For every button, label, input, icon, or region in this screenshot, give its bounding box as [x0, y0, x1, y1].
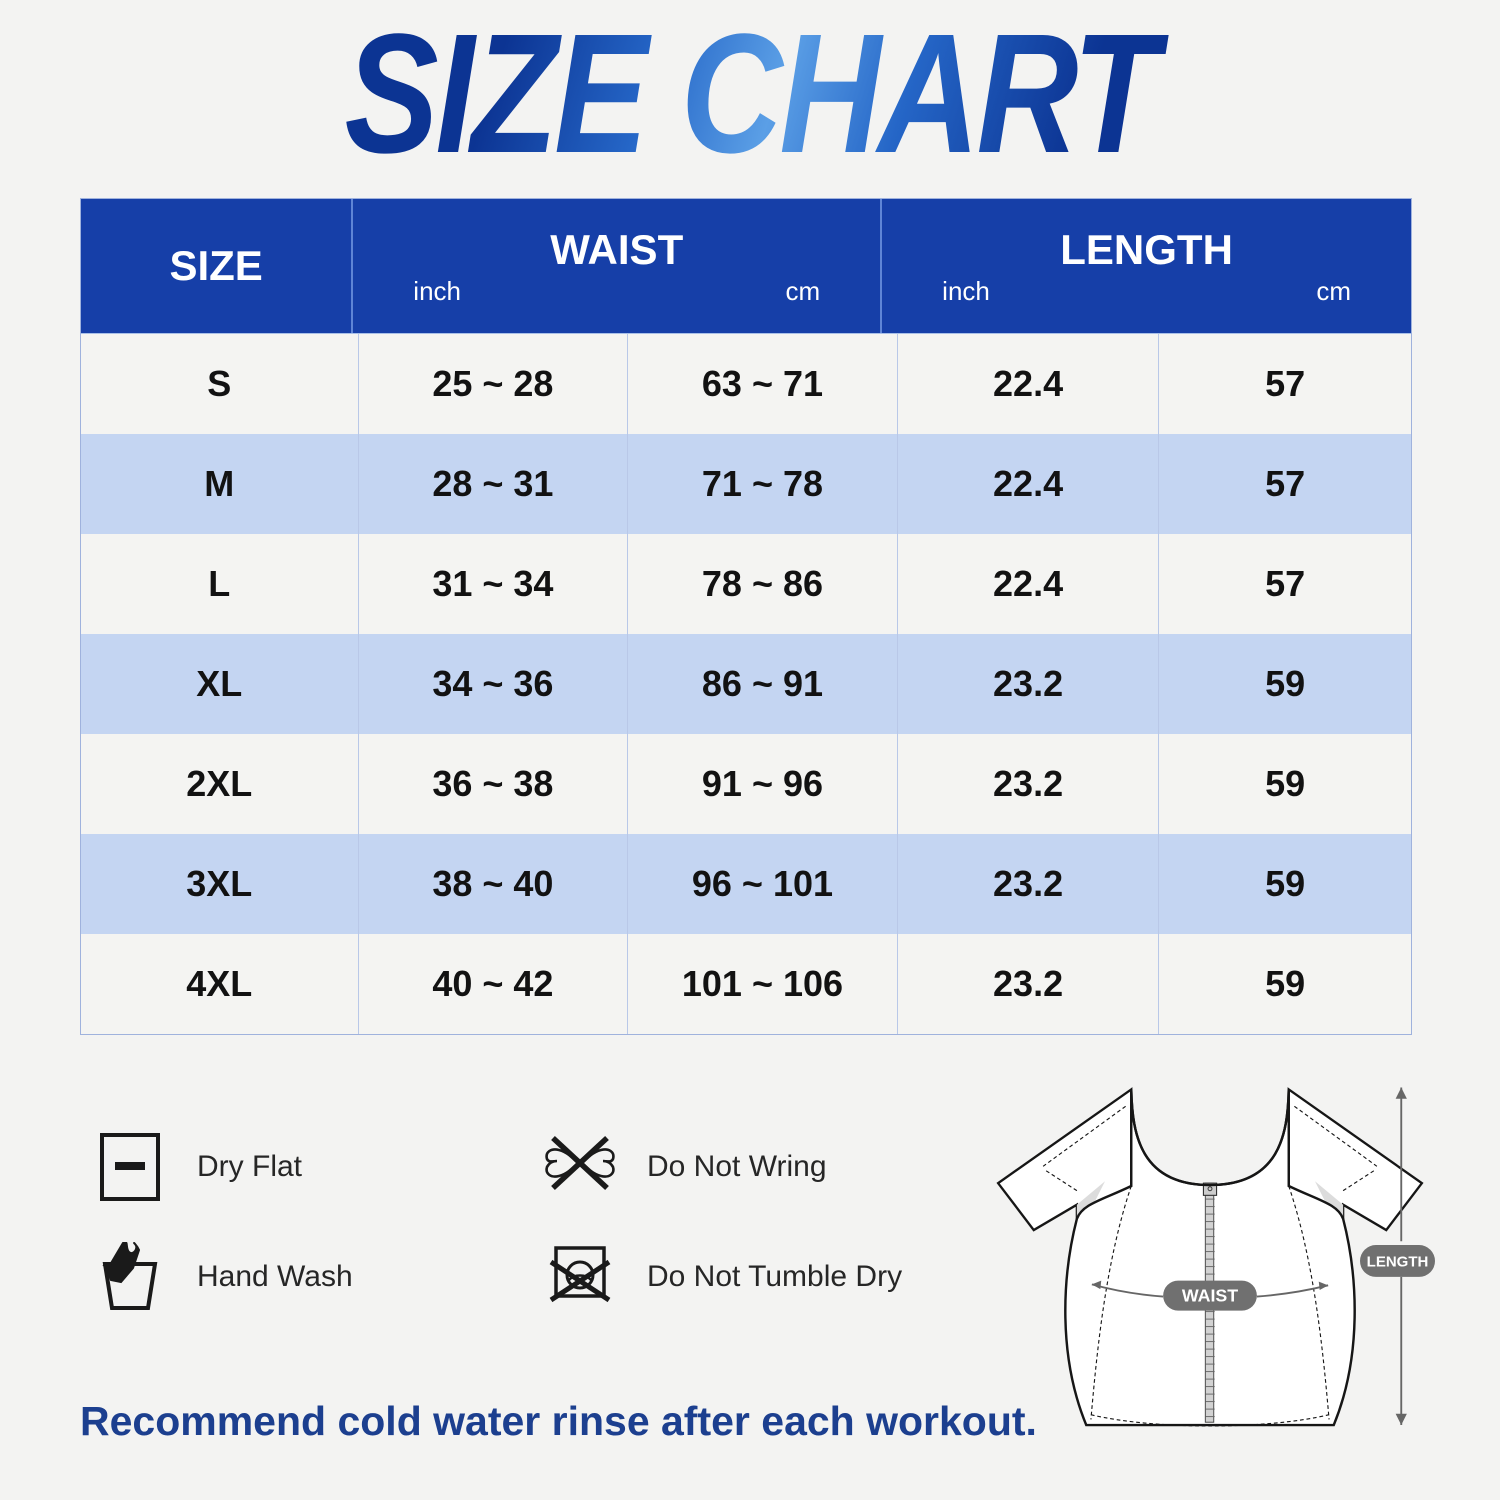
svg-text:LENGTH: LENGTH	[1367, 1254, 1429, 1271]
svg-text:WAIST: WAIST	[1182, 1285, 1238, 1305]
